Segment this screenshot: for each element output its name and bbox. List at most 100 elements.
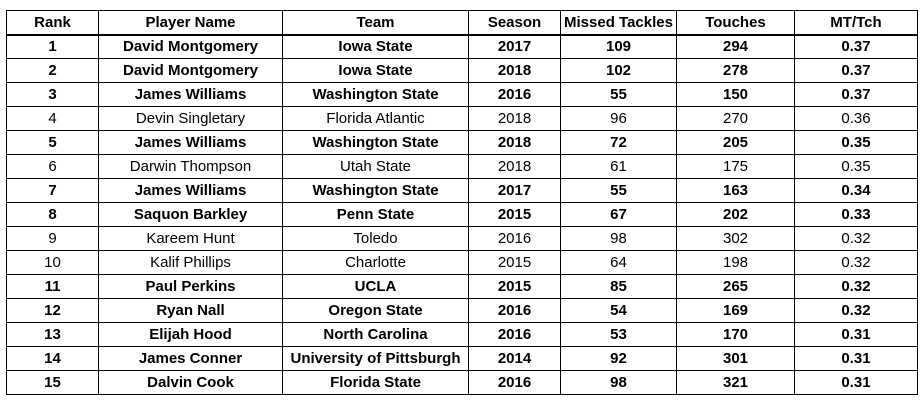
- team-cell: Washington State: [282, 130, 469, 155]
- mt-per-touch-cell: 0.35: [794, 130, 918, 155]
- touches-cell: 302: [676, 226, 795, 251]
- table-row: 5 James Williams Washington State 2018 72 205…: [6, 130, 918, 155]
- touches-cell: 170: [676, 322, 795, 347]
- missed-tackles-cell: 64: [560, 250, 677, 275]
- table-row: 15 Dalvin Cook Florida State 2016 98 321 0.31: [6, 370, 918, 395]
- team-cell: Iowa State: [282, 58, 469, 83]
- column-header-touches: Touches: [676, 10, 795, 36]
- touches-cell: 321: [676, 370, 795, 395]
- player-name-cell: Ryan Nall: [98, 298, 283, 323]
- rank-cell: 3: [6, 82, 99, 107]
- missed-tackles-cell: 98: [560, 370, 677, 395]
- season-cell: 2016: [468, 322, 561, 347]
- touches-cell: 301: [676, 346, 795, 371]
- season-cell: 2016: [468, 82, 561, 107]
- touches-cell: 150: [676, 82, 795, 107]
- mt-per-touch-cell: 0.37: [794, 82, 918, 107]
- season-cell: 2015: [468, 274, 561, 299]
- rank-cell: 6: [6, 154, 99, 179]
- touches-cell: 202: [676, 202, 795, 227]
- player-name-cell: James Williams: [98, 130, 283, 155]
- touches-cell: 294: [676, 34, 795, 59]
- column-header-season: Season: [468, 10, 561, 36]
- player-name-cell: Paul Perkins: [98, 274, 283, 299]
- season-cell: 2017: [468, 178, 561, 203]
- team-cell: Washington State: [282, 82, 469, 107]
- missed-tackles-cell: 92: [560, 346, 677, 371]
- mt-per-touch-cell: 0.32: [794, 274, 918, 299]
- rank-cell: 4: [6, 106, 99, 131]
- team-cell: University of Pittsburgh: [282, 346, 469, 371]
- mt-per-touch-cell: 0.31: [794, 322, 918, 347]
- mt-per-touch-cell: 0.34: [794, 178, 918, 203]
- season-cell: 2014: [468, 346, 561, 371]
- player-name-cell: Kalif Phillips: [98, 250, 283, 275]
- season-cell: 2016: [468, 298, 561, 323]
- mt-per-touch-cell: 0.31: [794, 346, 918, 371]
- missed-tackles-cell: 109: [560, 34, 677, 59]
- touches-cell: 163: [676, 178, 795, 203]
- season-cell: 2015: [468, 250, 561, 275]
- rank-cell: 7: [6, 178, 99, 203]
- touches-cell: 278: [676, 58, 795, 83]
- column-header-team: Team: [282, 10, 469, 36]
- missed-tackles-cell: 55: [560, 178, 677, 203]
- missed-tackles-cell: 54: [560, 298, 677, 323]
- table-row: 3 James Williams Washington State 2016 55 150…: [6, 82, 918, 107]
- team-cell: Penn State: [282, 202, 469, 227]
- rank-cell: 9: [6, 226, 99, 251]
- mt-per-touch-cell: 0.32: [794, 298, 918, 323]
- player-name-cell: Elijah Hood: [98, 322, 283, 347]
- rank-cell: 10: [6, 250, 99, 275]
- player-name-cell: David Montgomery: [98, 34, 283, 59]
- team-cell: Toledo: [282, 226, 469, 251]
- touches-cell: 169: [676, 298, 795, 323]
- team-cell: Utah State: [282, 154, 469, 179]
- touches-cell: 205: [676, 130, 795, 155]
- team-cell: Washington State: [282, 178, 469, 203]
- rank-cell: 2: [6, 58, 99, 83]
- table-row: 1 David Montgomery Iowa State 2017 109 294 0.3…: [6, 34, 918, 59]
- team-cell: North Carolina: [282, 322, 469, 347]
- team-cell: Florida Atlantic: [282, 106, 469, 131]
- mt-per-touch-cell: 0.35: [794, 154, 918, 179]
- table-row: 12 Ryan Nall Oregon State 2016 54 169 0.32: [6, 298, 918, 323]
- player-name-cell: Saquon Barkley: [98, 202, 283, 227]
- rank-cell: 8: [6, 202, 99, 227]
- table-row: 11 Paul Perkins UCLA 2015 85 265 0.32: [6, 274, 918, 299]
- rank-cell: 15: [6, 370, 99, 395]
- rank-cell: 12: [6, 298, 99, 323]
- missed-tackles-table: Rank Player Name Team Season Missed Tack…: [6, 10, 918, 395]
- touches-cell: 270: [676, 106, 795, 131]
- team-cell: Charlotte: [282, 250, 469, 275]
- table-row: 4 Devin Singletary Florida Atlantic 2018 96 2…: [6, 106, 918, 131]
- column-header-player-name: Player Name: [98, 10, 283, 36]
- mt-per-touch-cell: 0.33: [794, 202, 918, 227]
- team-cell: Oregon State: [282, 298, 469, 323]
- season-cell: 2017: [468, 34, 561, 59]
- column-header-missed-tackles: Missed Tackles: [560, 10, 677, 36]
- season-cell: 2015: [468, 202, 561, 227]
- missed-tackles-cell: 85: [560, 274, 677, 299]
- player-name-cell: Kareem Hunt: [98, 226, 283, 251]
- rank-cell: 1: [6, 34, 99, 59]
- mt-per-touch-cell: 0.32: [794, 226, 918, 251]
- player-name-cell: Darwin Thompson: [98, 154, 283, 179]
- player-name-cell: Devin Singletary: [98, 106, 283, 131]
- table-row: 10 Kalif Phillips Charlotte 2015 64 198 0.32: [6, 250, 918, 275]
- column-header-rank: Rank: [6, 10, 99, 36]
- table-row: 14 James Conner University of Pittsburgh 20…: [6, 346, 918, 371]
- mt-per-touch-cell: 0.31: [794, 370, 918, 395]
- table-row: 2 David Montgomery Iowa State 2018 102 278 0.3…: [6, 58, 918, 83]
- rank-cell: 14: [6, 346, 99, 371]
- missed-tackles-cell: 55: [560, 82, 677, 107]
- missed-tackles-cell: 96: [560, 106, 677, 131]
- season-cell: 2018: [468, 154, 561, 179]
- touches-cell: 198: [676, 250, 795, 275]
- player-name-cell: Dalvin Cook: [98, 370, 283, 395]
- missed-tackles-cell: 61: [560, 154, 677, 179]
- team-cell: Florida State: [282, 370, 469, 395]
- table-row: 9 Kareem Hunt Toledo 2016 98 302 0.32: [6, 226, 918, 251]
- table-row: 7 James Williams Washington State 2017 55 163…: [6, 178, 918, 203]
- rank-cell: 5: [6, 130, 99, 155]
